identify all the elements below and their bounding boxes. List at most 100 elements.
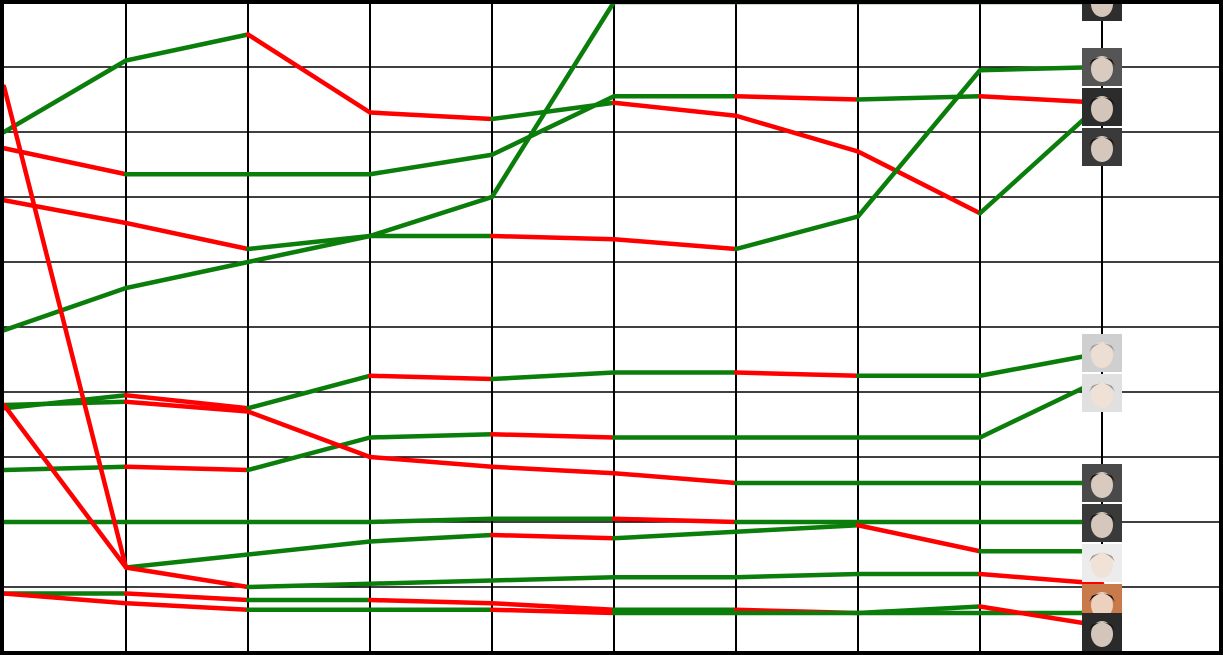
series-avatar-image <box>1082 374 1122 412</box>
series-segment <box>489 575 617 583</box>
series-segment <box>245 435 373 473</box>
series-segment <box>123 393 251 411</box>
series-line <box>1 399 1105 486</box>
series-segment <box>611 100 739 118</box>
avatar-hair-shape <box>1089 57 1115 66</box>
series-segment <box>123 601 251 612</box>
avatar-hair-shape <box>1089 622 1115 631</box>
avatar-hair-shape <box>1089 137 1115 146</box>
series-segment <box>855 523 983 554</box>
series-segment <box>123 552 251 570</box>
series-segment <box>489 607 617 616</box>
series-segment <box>489 464 617 476</box>
avatar-face-shape <box>1091 621 1113 647</box>
avatar-hair-shape <box>1089 553 1115 562</box>
series-segment <box>123 464 251 473</box>
series-segment <box>733 571 861 580</box>
series-avatar-image <box>1082 464 1122 502</box>
series-segment <box>855 149 983 216</box>
series-segment <box>733 214 861 252</box>
series-segment <box>245 581 373 590</box>
series-segment <box>855 94 983 102</box>
series-segment <box>489 0 617 200</box>
series-line <box>1 516 1105 525</box>
series-avatar-image <box>1082 613 1122 651</box>
series-segment <box>733 370 861 378</box>
series-segment <box>123 591 251 603</box>
series-segment <box>123 565 251 590</box>
series-line <box>1 64 1105 252</box>
avatar-hair-shape <box>1089 473 1115 482</box>
series-segment <box>367 578 495 586</box>
series-segment <box>367 432 495 440</box>
series-segment <box>489 532 617 541</box>
series-segment <box>1 146 129 177</box>
series-segment <box>123 399 251 414</box>
avatar-face-shape <box>1091 96 1113 122</box>
series-avatar-image <box>1082 88 1122 126</box>
series-segment <box>245 32 373 115</box>
series-segment <box>367 152 495 177</box>
avatar-hair-shape <box>1089 383 1115 392</box>
series-line <box>1 94 1105 177</box>
series-segment <box>123 220 251 252</box>
avatar-hair-shape <box>1089 97 1115 106</box>
series-avatar-image <box>1082 504 1122 542</box>
series-segment <box>977 571 1105 586</box>
series-segment <box>977 376 1105 440</box>
series-segment <box>977 64 1105 73</box>
avatar-face-shape <box>1091 342 1113 368</box>
series-segment <box>977 94 1105 105</box>
series-segment <box>367 597 495 606</box>
series-line <box>1 32 1105 216</box>
series-avatar-image <box>1082 48 1122 86</box>
avatar-face-shape <box>1091 472 1113 498</box>
series-line <box>1 402 1105 570</box>
series-avatar-image <box>1082 334 1122 372</box>
series-segment <box>367 373 495 382</box>
series-segment <box>1 285 129 333</box>
avatar-face-shape <box>1091 592 1113 618</box>
series-segment <box>611 237 739 252</box>
avatar-face-shape <box>1091 56 1113 82</box>
series-segment <box>977 100 1105 216</box>
series-line <box>1 376 1105 473</box>
series-segment <box>245 373 373 411</box>
series-segment <box>733 94 861 102</box>
series-segment <box>123 32 251 63</box>
series-segment <box>367 454 495 469</box>
avatar-face-shape <box>1091 382 1113 408</box>
series-segment <box>1 591 129 606</box>
series-lines <box>1 0 1105 629</box>
avatar-hair-shape <box>1089 343 1115 352</box>
series-segment <box>489 432 617 440</box>
series-segment <box>855 68 983 219</box>
series-segment <box>977 604 1105 629</box>
avatar-face-shape <box>1091 512 1113 538</box>
series-segment <box>367 110 495 122</box>
series-line <box>1 591 1105 629</box>
series-segment <box>245 233 373 252</box>
avatar-face-shape <box>1091 136 1113 162</box>
series-avatar-image <box>1082 544 1122 582</box>
avatar-hair-shape <box>1089 593 1115 602</box>
avatars <box>1082 0 1122 651</box>
series-segment <box>733 113 861 154</box>
series-segment <box>367 532 495 544</box>
series-segment <box>1 464 129 473</box>
series-segment <box>245 409 373 460</box>
series-segment <box>489 233 617 242</box>
series-segment <box>1 58 129 135</box>
series-segment <box>489 601 617 612</box>
avatar-face-shape <box>1091 552 1113 578</box>
avatar-hair-shape <box>1089 513 1115 522</box>
series-segment <box>489 370 617 382</box>
series-segment <box>1 402 129 570</box>
series-avatar-image <box>1082 128 1122 166</box>
series-segment <box>489 100 617 122</box>
series-segment <box>977 350 1105 378</box>
series-segment <box>611 516 739 525</box>
